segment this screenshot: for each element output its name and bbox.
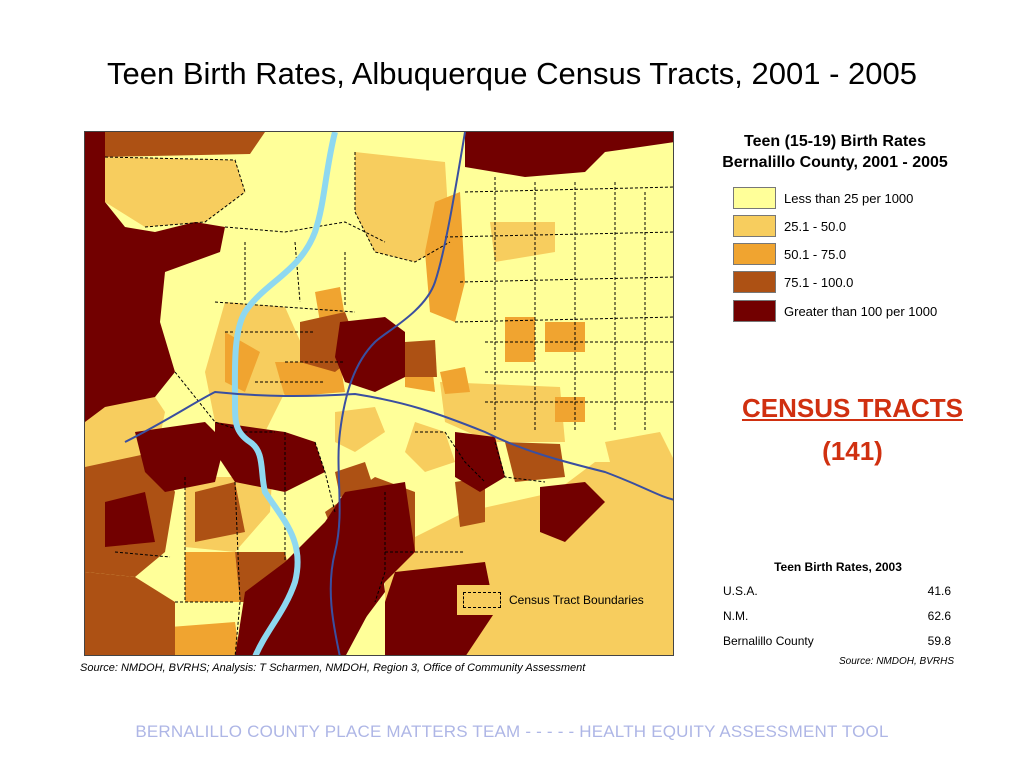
map-source: Source: NMDOH, BVRHS; Analysis: T Scharm… bbox=[80, 662, 586, 674]
rate-value: 59.8 bbox=[927, 633, 951, 648]
legend-label: 25.1 - 50.0 bbox=[784, 218, 847, 234]
legend-title-line2: Bernalillo County, 2001 - 2005 bbox=[722, 154, 948, 171]
table-row: Bernalillo County 59.8 bbox=[723, 628, 953, 653]
rate-place: U.S.A. bbox=[723, 583, 758, 598]
legend-title-line1: Teen (15-19) Birth Rates bbox=[744, 133, 926, 150]
census-tract-map: Census Tract Boundaries bbox=[84, 131, 674, 656]
census-tracts-count: (141) bbox=[822, 436, 883, 466]
legend-item: Less than 25 per 1000 bbox=[733, 186, 913, 210]
map-svg bbox=[85, 132, 673, 655]
highways bbox=[124, 132, 673, 655]
rio-grande-river bbox=[231, 132, 338, 655]
legend-swatch bbox=[733, 300, 776, 322]
tract-boundaries bbox=[104, 152, 673, 655]
table-row: U.S.A. 41.6 bbox=[723, 578, 953, 603]
legend-item: 50.1 - 75.0 bbox=[733, 242, 846, 266]
legend-item: Greater than 100 per 1000 bbox=[733, 299, 937, 323]
legend-swatch bbox=[733, 243, 776, 265]
table-row: N.M. 62.6 bbox=[723, 603, 953, 628]
rate-value: 41.6 bbox=[927, 583, 951, 598]
boundary-legend: Census Tract Boundaries bbox=[457, 585, 669, 615]
highway-i40 bbox=[124, 390, 673, 501]
highway-i25 bbox=[329, 132, 466, 655]
census-tracts-heading: CENSUS TRACTS bbox=[741, 393, 963, 423]
boundary-swatch bbox=[463, 592, 501, 608]
rates-source: Source: NMDOH, BVRHS bbox=[838, 656, 954, 667]
legend-title: Teen (15-19) Birth Rates Bernalillo Coun… bbox=[680, 131, 990, 173]
boundary-legend-label: Census Tract Boundaries bbox=[509, 593, 644, 607]
rate-place: Bernalillo County bbox=[723, 633, 814, 648]
rates-table-title: Teen Birth Rates, 2003 bbox=[774, 560, 902, 574]
rate-value: 62.6 bbox=[927, 608, 951, 623]
legend-item: 75.1 - 100.0 bbox=[733, 270, 853, 294]
slide-title: Teen Birth Rates, Albuquerque Census Tra… bbox=[107, 56, 917, 91]
rate-place: N.M. bbox=[723, 608, 749, 623]
legend-label: Greater than 100 per 1000 bbox=[784, 303, 938, 319]
tracts-50-75 bbox=[170, 192, 585, 655]
teen-birth-rates-table: Teen Birth Rates, 2003 U.S.A. 41.6 N.M. … bbox=[723, 558, 953, 653]
legend-swatch bbox=[733, 271, 776, 293]
legend-label: Less than 25 per 1000 bbox=[784, 190, 914, 206]
legend-label: 50.1 - 75.0 bbox=[784, 246, 847, 262]
legend-swatch bbox=[733, 187, 776, 209]
footer-banner: BERNALILLO COUNTY PLACE MATTERS TEAM - -… bbox=[135, 722, 889, 741]
legend-item: 25.1 - 50.0 bbox=[733, 214, 846, 238]
legend-label: 75.1 - 100.0 bbox=[784, 274, 854, 290]
legend-swatch bbox=[733, 215, 776, 237]
